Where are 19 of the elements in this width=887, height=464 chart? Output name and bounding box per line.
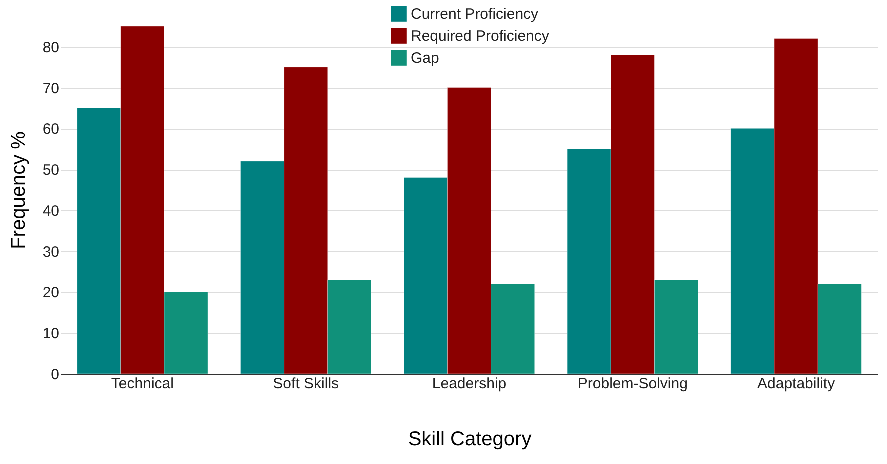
y-tick-label: 60 — [42, 121, 60, 138]
y-tick-label: 0 — [51, 366, 60, 384]
x-axis-title: Skill Category — [408, 428, 532, 450]
legend-label: Current Proficiency — [411, 6, 540, 23]
x-tick-label: Technical — [111, 376, 174, 392]
y-tick-label: 80 — [42, 39, 60, 56]
legend-label: Gap — [411, 50, 440, 67]
y-tick-label: 10 — [42, 326, 60, 343]
x-tick-label: Leadership — [432, 376, 507, 392]
legend-label: Required Proficiency — [411, 28, 550, 45]
y-tick-label: 30 — [42, 244, 60, 261]
x-tick-label: Problem-Solving — [578, 376, 688, 392]
y-tick-label: 20 — [42, 284, 60, 302]
y-axis-title: Frequency % — [8, 131, 30, 250]
x-tick-label: Adaptability — [758, 376, 836, 392]
y-tick-label: 50 — [42, 162, 60, 180]
y-tick-label: 70 — [42, 80, 60, 98]
x-tick-label: Soft Skills — [273, 376, 340, 392]
y-tick-label: 40 — [42, 202, 60, 220]
